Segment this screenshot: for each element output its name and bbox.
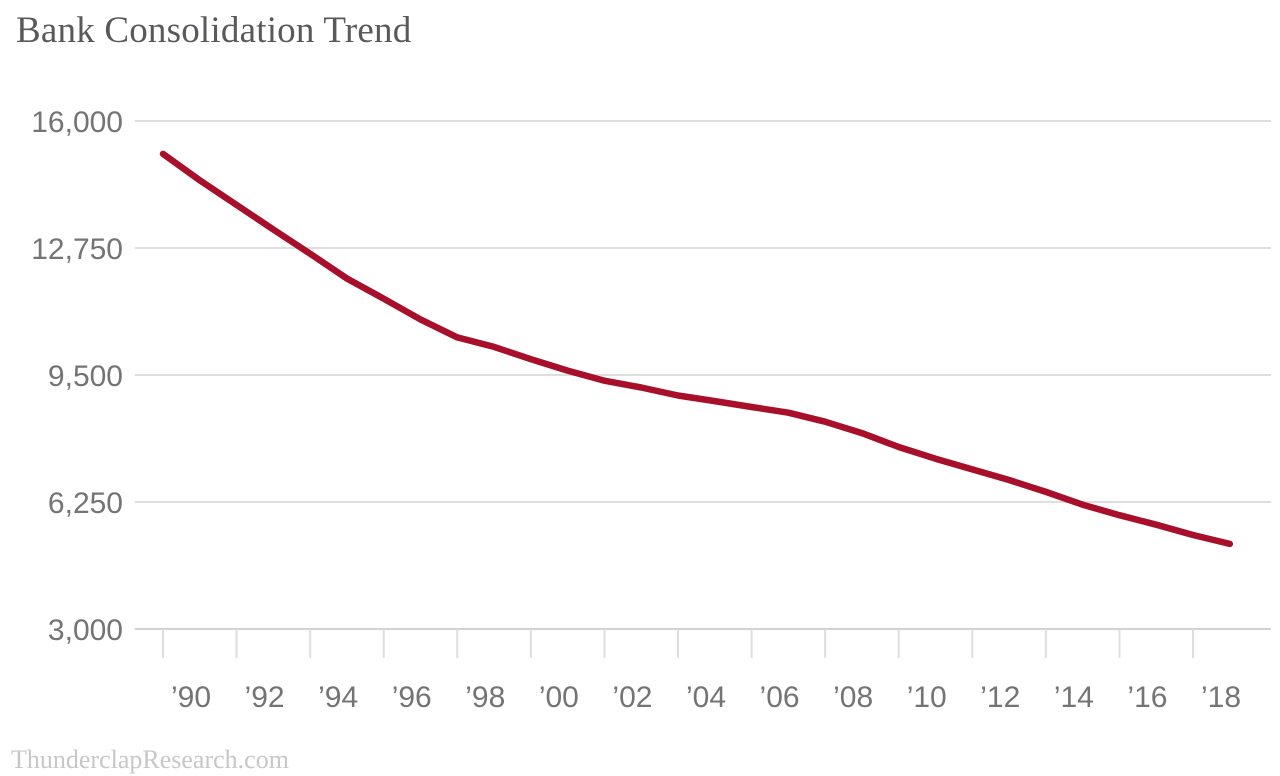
y-axis-tick-label: 16,000 [31, 106, 123, 139]
x-axis-tick-label: ’94 [318, 681, 358, 714]
x-axis-tick-label: ’06 [760, 681, 800, 714]
y-axis-tick-label: 3,000 [48, 614, 123, 647]
trend-line [159, 150, 1234, 548]
x-axis-tick-label: ’90 [171, 681, 211, 714]
x-axis-tick-label: ’16 [1127, 681, 1167, 714]
x-axis-tick-label: ’00 [539, 681, 579, 714]
x-axis-tick-label: ’96 [392, 681, 432, 714]
chart-title: Bank Consolidation Trend [16, 10, 412, 51]
x-axis-tick-label: ’10 [907, 681, 947, 714]
y-axis-tick-label: 6,250 [48, 487, 123, 520]
x-axis-tick-label: ’98 [465, 681, 505, 714]
footer-branding: ThunderclapResearch.com [11, 745, 289, 774]
x-axis-tick-label: ’04 [686, 681, 726, 714]
x-axis-tick-label: ’18 [1201, 681, 1241, 714]
y-axis-tick-label: 9,500 [48, 360, 123, 393]
x-axis-tick-label: ’92 [245, 681, 285, 714]
x-axis-tick-label: ’02 [612, 681, 652, 714]
x-axis-tick-label: ’12 [980, 681, 1020, 714]
x-axis-tick-label: ’14 [1054, 681, 1094, 714]
x-axis-tick-label: ’08 [833, 681, 873, 714]
y-axis-tick-label: 12,750 [31, 233, 123, 266]
